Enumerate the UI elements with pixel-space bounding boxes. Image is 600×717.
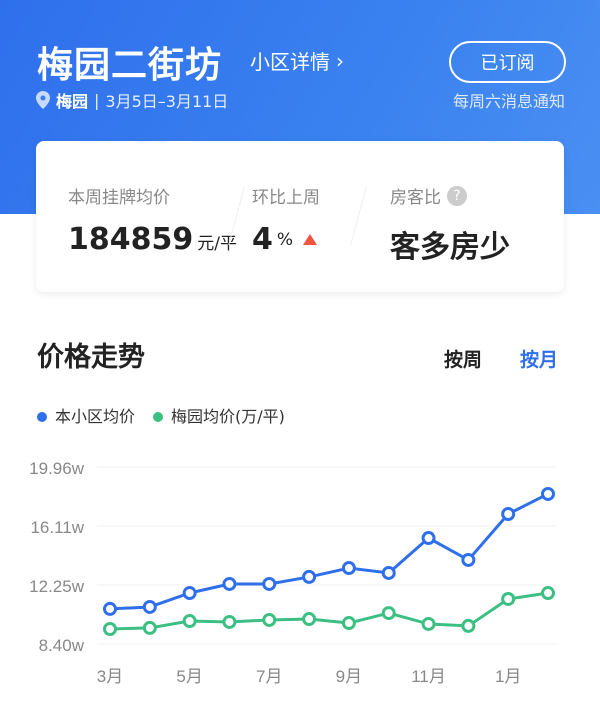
ratio-stat: 房客比? 客多房少 [390, 183, 510, 266]
location-name: 梅园 [56, 92, 89, 111]
data-point [103, 601, 117, 616]
series-line [109, 492, 549, 611]
legend-label: 梅园均价(万/平) [171, 407, 285, 426]
data-point [222, 614, 237, 629]
wow-label: 环比上周 [252, 188, 320, 208]
data-point [142, 599, 157, 614]
y-tick-label: 16.11w [30, 518, 84, 537]
x-tick-label: 7月 [256, 667, 282, 686]
wow-value: 4 [252, 222, 273, 257]
legend-dot-icon [37, 412, 47, 422]
ratio-value: 客多房少 [390, 230, 510, 265]
wow-stat: 环比上周 4% [252, 183, 320, 257]
community-detail-link[interactable]: 小区详情 › [250, 46, 344, 75]
data-point [182, 614, 197, 629]
avg-price-label: 本周挂牌均价 [68, 188, 170, 208]
up-arrow-icon [303, 234, 318, 245]
data-point [262, 576, 277, 591]
x-tick-label: 9月 [336, 667, 362, 686]
data-point [541, 586, 555, 601]
y-tick-label: 19.96w [29, 459, 85, 478]
data-point [461, 552, 476, 567]
data-point [541, 486, 555, 501]
y-tick-label: 8.40w [39, 636, 85, 655]
data-point [341, 561, 356, 576]
location-pin-icon [36, 91, 50, 109]
detail-link-label: 小区详情 [250, 50, 330, 74]
help-icon[interactable]: ? [447, 185, 467, 206]
divider [350, 186, 367, 246]
chevron-right-icon: › [336, 48, 344, 73]
date-range: 3月5日–3月11日 [105, 92, 229, 111]
x-tick-label: 3月 [97, 667, 123, 686]
subscribe-button[interactable]: 已订阅 [449, 41, 566, 83]
data-point [421, 616, 436, 631]
tab-by-month[interactable]: 按月 [520, 349, 559, 371]
data-point [222, 576, 237, 591]
legend-label: 本小区均价 [55, 407, 136, 426]
data-point [461, 618, 476, 633]
stats-card: 本周挂牌均价 184859 元/平 环比上周 4% 房客比? 客多房少 [36, 141, 564, 292]
legend-dot-icon [153, 412, 164, 422]
x-tick-label: 5月 [176, 667, 202, 686]
x-tick-label: 1月 [495, 667, 521, 686]
ratio-label: 房客比 [390, 188, 441, 208]
avg-price-stat: 本周挂牌均价 184859 元/平 [68, 183, 237, 257]
legend-item: 本小区均价 [37, 403, 135, 427]
section-title: 价格走势 [37, 342, 145, 373]
tab-by-week[interactable]: 按周 [444, 349, 483, 371]
y-tick-label: 12.25w [29, 577, 85, 596]
data-point [501, 591, 516, 606]
wow-unit: % [276, 229, 294, 250]
price-trend-chart: 19.96w 16.11w 12.25w 8.40w 3月 5月 7月 9月 11月 1月 [29, 459, 556, 686]
data-point [262, 612, 277, 627]
data-point [302, 569, 317, 584]
data-point [182, 586, 197, 601]
notify-text: 每周六消息通知 [452, 92, 565, 111]
data-point [421, 531, 436, 546]
divider: | [94, 90, 100, 110]
data-point [103, 621, 117, 636]
data-point [302, 612, 317, 627]
chart-legend: 本小区均价 梅园均价(万/平) [37, 403, 285, 427]
location-line: 梅园 | 3月5日–3月11日 [36, 88, 228, 112]
data-point [501, 507, 516, 522]
avg-price-unit: 元/平 [197, 234, 237, 254]
data-point [381, 606, 396, 621]
data-point [381, 565, 396, 580]
legend-item: 梅园均价(万/平) [153, 403, 285, 427]
data-point [142, 620, 157, 635]
x-tick-label: 11月 [411, 667, 446, 686]
avg-price-value: 184859 [68, 222, 194, 257]
data-point [341, 616, 356, 631]
community-title: 梅园二街坊 [37, 45, 223, 86]
